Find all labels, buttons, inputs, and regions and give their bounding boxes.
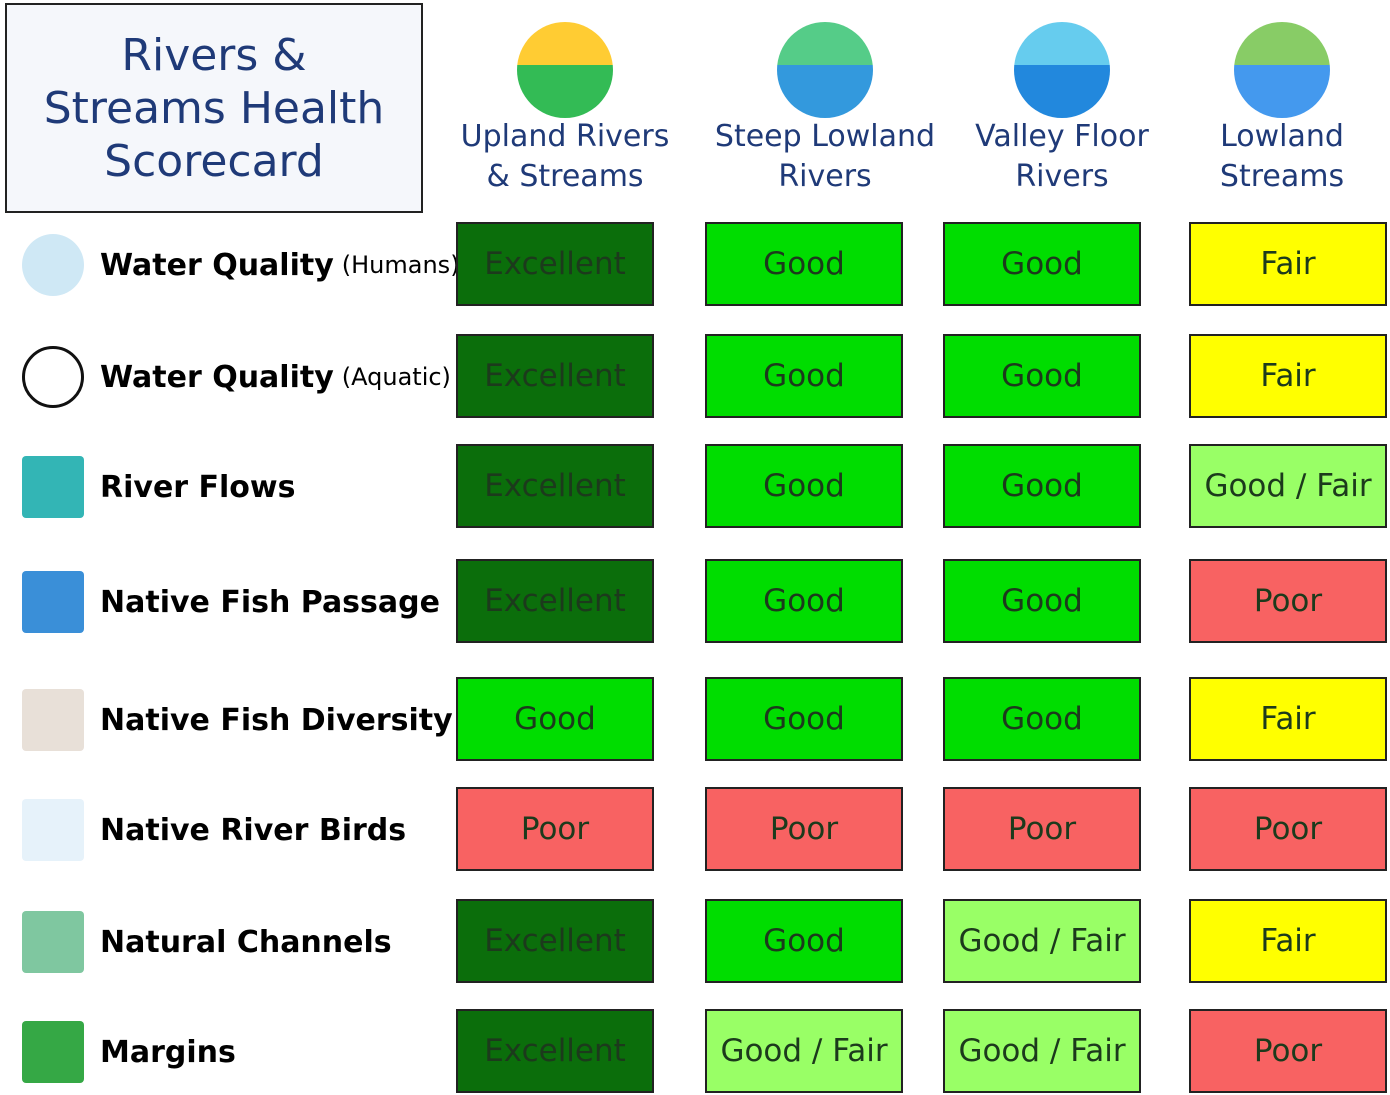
- row-name: Margins: [100, 1035, 236, 1070]
- rating-cell: Good: [943, 334, 1141, 418]
- rating-cell: Good: [705, 444, 903, 528]
- rating-cell: Excellent: [456, 334, 654, 418]
- rating-cell: Poor: [1189, 1009, 1387, 1093]
- rating-cell: Fair: [1189, 222, 1387, 306]
- row-label: Native River Birds: [100, 800, 414, 860]
- rating-cell: Good: [943, 559, 1141, 643]
- rating-cell: Excellent: [456, 899, 654, 983]
- row-icon: [22, 456, 84, 518]
- rating-cell: Good: [705, 334, 903, 418]
- row-name: Native River Birds: [100, 813, 406, 848]
- row-icon: [22, 799, 84, 861]
- column-icon: [1014, 22, 1110, 118]
- rating-cell: Good / Fair: [943, 899, 1141, 983]
- rating-cell: Good: [943, 444, 1141, 528]
- column-header: Lowland Streams: [1157, 117, 1390, 197]
- page: {"header": {"title": "Rivers &\nStreams …: [0, 0, 1390, 1095]
- rating-cell: Good / Fair: [943, 1009, 1141, 1093]
- column-icon: [517, 22, 613, 118]
- row-label: Water Quality (Humans): [100, 235, 460, 295]
- rating-cell: Poor: [705, 787, 903, 871]
- rating-cell: Good: [943, 222, 1141, 306]
- row-icon: [22, 911, 84, 973]
- rating-cell: Good: [943, 677, 1141, 761]
- row-name: River Flows: [100, 470, 295, 505]
- row-label: Native Fish Diversity: [100, 690, 461, 750]
- rating-cell: Good: [705, 559, 903, 643]
- column-icon: [1234, 22, 1330, 118]
- rating-cell: Excellent: [456, 444, 654, 528]
- row-label: River Flows: [100, 457, 303, 517]
- rating-cell: Poor: [456, 787, 654, 871]
- column-header: Steep Lowland Rivers: [700, 117, 950, 197]
- row-icon: [22, 689, 84, 751]
- rating-cell: Excellent: [456, 222, 654, 306]
- row-qualifier: (Aquatic): [342, 363, 451, 391]
- row-label: Natural Channels: [100, 912, 400, 972]
- row-icon: [22, 1021, 84, 1083]
- rating-cell: Good: [705, 222, 903, 306]
- rating-cell: Poor: [1189, 787, 1387, 871]
- row-name: Native Fish Passage: [100, 585, 440, 620]
- row-icon: [22, 234, 84, 296]
- row-icon: [22, 571, 84, 633]
- column-header: Upland Rivers & Streams: [440, 117, 690, 197]
- row-name: Water Quality: [100, 248, 334, 283]
- row-icon: [22, 346, 84, 408]
- rating-cell: Excellent: [456, 559, 654, 643]
- column-icon: [777, 22, 873, 118]
- row-label: Native Fish Passage: [100, 572, 448, 632]
- row-qualifier: (Humans): [342, 251, 460, 279]
- row-name: Water Quality: [100, 360, 334, 395]
- rating-cell: Good: [705, 677, 903, 761]
- column-header: Valley Floor Rivers: [937, 117, 1187, 197]
- rating-cell: Fair: [1189, 677, 1387, 761]
- rating-cell: Good: [705, 899, 903, 983]
- row-label: Margins: [100, 1022, 244, 1082]
- rating-cell: Poor: [1189, 559, 1387, 643]
- row-label: Water Quality (Aquatic): [100, 347, 451, 407]
- row-name: Native Fish Diversity: [100, 703, 453, 738]
- title: Rivers & Streams Health Scorecard: [5, 3, 423, 213]
- rating-cell: Fair: [1189, 899, 1387, 983]
- rating-cell: Fair: [1189, 334, 1387, 418]
- rating-cell: Excellent: [456, 1009, 654, 1093]
- rating-cell: Poor: [943, 787, 1141, 871]
- rating-cell: Good / Fair: [705, 1009, 903, 1093]
- row-name: Natural Channels: [100, 925, 392, 960]
- rating-cell: Good: [456, 677, 654, 761]
- rating-cell: Good / Fair: [1189, 444, 1387, 528]
